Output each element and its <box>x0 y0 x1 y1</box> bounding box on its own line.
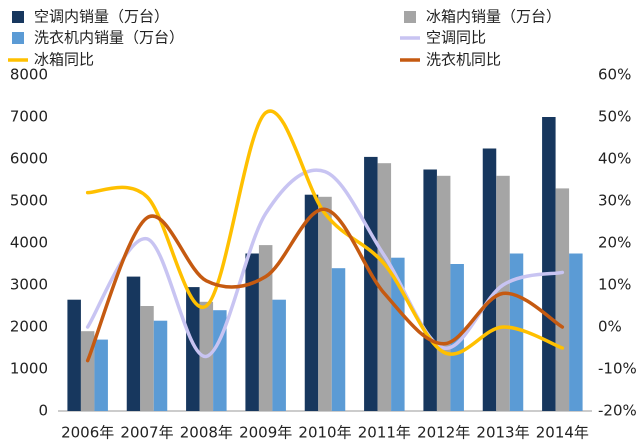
y-tick-label: 5000 <box>10 192 48 210</box>
legend-label: 洗衣机同比 <box>426 51 501 69</box>
y-tick-label: 8000 <box>10 66 48 84</box>
legend-swatch <box>404 11 416 23</box>
bar <box>94 339 108 411</box>
line-series <box>85 109 565 356</box>
y-tick-label: 6000 <box>10 150 48 168</box>
legend-label: 冰箱同比 <box>34 51 94 69</box>
bar <box>364 156 378 411</box>
y2-tick-label: 0% <box>598 318 622 336</box>
bar <box>272 299 286 411</box>
bar <box>67 299 81 411</box>
bar <box>542 117 556 411</box>
legend-swatch <box>12 11 24 23</box>
y-tick-label: 4000 <box>10 234 48 252</box>
x-tick-label: 2011年 <box>358 424 411 442</box>
y2-tick-label: 30% <box>598 192 631 210</box>
legend-label: 空调内销量（万台） <box>34 8 169 26</box>
legend-swatch <box>12 32 24 44</box>
bar <box>245 253 259 411</box>
bar <box>436 175 451 411</box>
y2-tick-label: -20% <box>598 402 637 420</box>
y2-tick-label: 50% <box>598 108 631 126</box>
x-tick-label: 2010年 <box>298 424 351 442</box>
bar <box>318 196 332 411</box>
bar <box>186 287 200 411</box>
y2-tick-label: 60% <box>598 66 631 84</box>
y2-tick-label: 40% <box>598 150 631 168</box>
y-tick-label: 2000 <box>10 318 48 336</box>
line-series <box>85 207 565 363</box>
line-series <box>85 168 565 359</box>
x-tick-label: 2014年 <box>536 424 589 442</box>
bar <box>423 169 437 411</box>
y-tick-label: 3000 <box>10 276 48 294</box>
x-tick-label: 2006年 <box>61 424 114 442</box>
y2-tick-label: 10% <box>598 276 631 294</box>
legend-label: 冰箱内销量（万台） <box>426 8 561 26</box>
bar <box>140 306 154 411</box>
bar <box>391 257 405 411</box>
x-tick-label: 2012年 <box>417 424 470 442</box>
x-tick-label: 2007年 <box>120 424 173 442</box>
x-tick-label: 2009年 <box>239 424 292 442</box>
y-tick-label: 7000 <box>10 108 48 126</box>
bar <box>153 320 168 411</box>
bar <box>569 253 583 411</box>
legend-label: 空调同比 <box>426 29 486 47</box>
x-tick-label: 2013年 <box>476 424 529 442</box>
bar <box>482 148 497 411</box>
legend-label: 洗衣机内销量（万台） <box>34 29 184 47</box>
bar <box>126 276 141 411</box>
y2-tick-label: 20% <box>598 234 631 252</box>
bar <box>555 188 570 411</box>
bar <box>377 163 392 411</box>
y2-tick-label: -10% <box>598 360 637 378</box>
y-tick-label: 0 <box>38 402 48 420</box>
y-tick-label: 1000 <box>10 360 48 378</box>
x-tick-label: 2008年 <box>180 424 233 442</box>
bar <box>304 194 319 411</box>
bar <box>331 268 346 411</box>
bar <box>258 245 273 411</box>
